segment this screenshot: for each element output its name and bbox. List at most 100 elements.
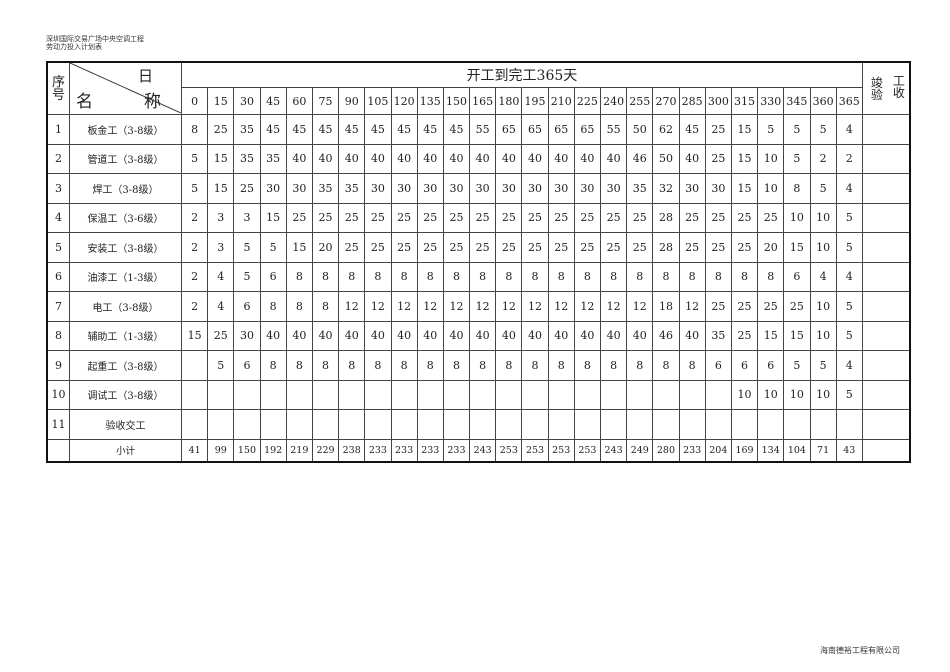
headcount-cell: 40 xyxy=(390,143,418,174)
headcount-cell: 10 xyxy=(730,379,759,410)
headcount-cell: 6 xyxy=(233,291,261,322)
headcount-cell: 30 xyxy=(442,173,471,204)
headcount-cell: 2 xyxy=(180,202,209,233)
headcount-cell: 8 xyxy=(259,350,287,381)
headcount-cell xyxy=(416,409,444,440)
headcount-cell: 10 xyxy=(757,143,785,174)
span-title: 开工到完工365天 xyxy=(181,61,863,88)
headcount-cell xyxy=(704,409,732,440)
headcount-cell: 8 xyxy=(338,350,366,381)
headcount-cell: 6 xyxy=(757,350,785,381)
headcount-cell: 10 xyxy=(809,320,837,351)
row-seq: 3 xyxy=(46,173,70,204)
headcount-cell: 50 xyxy=(652,143,680,174)
headcount-cell: 25 xyxy=(207,320,235,351)
headcount-cell: 25 xyxy=(599,202,628,233)
subtotal-cell: 192 xyxy=(259,438,287,462)
day-header: 150 xyxy=(442,87,471,115)
headcount-cell: 45 xyxy=(338,114,366,145)
day-header: 330 xyxy=(757,87,785,115)
headcount-cell: 8 xyxy=(442,261,471,292)
headcount-cell: 30 xyxy=(259,173,287,204)
headcount-cell: 25 xyxy=(573,232,602,263)
headcount-cell: 12 xyxy=(390,291,418,322)
headcount-cell: 8 xyxy=(416,350,444,381)
day-header: 75 xyxy=(311,87,340,115)
row-name: 电工（3-8级） xyxy=(69,291,182,322)
day-header: 180 xyxy=(495,87,523,115)
headcount-cell xyxy=(678,409,706,440)
acceptance-cell xyxy=(861,350,911,381)
headcount-cell: 25 xyxy=(704,232,732,263)
headcount-cell: 30 xyxy=(416,173,444,204)
headcount-cell: 40 xyxy=(521,143,549,174)
headcount-cell: 25 xyxy=(704,291,732,322)
headcount-cell: 40 xyxy=(547,320,575,351)
day-header: 300 xyxy=(704,87,732,115)
headcount-cell: 5 xyxy=(809,114,837,145)
row-name: 保温工（3-6级） xyxy=(69,202,182,233)
headcount-cell: 40 xyxy=(390,320,418,351)
headcount-cell: 25 xyxy=(442,232,471,263)
headcount-cell xyxy=(521,409,549,440)
acceptance-cell xyxy=(861,173,911,204)
acceptance-cell xyxy=(861,291,911,322)
headcount-cell xyxy=(469,409,497,440)
headcount-cell: 40 xyxy=(442,143,471,174)
headcount-cell: 10 xyxy=(757,173,785,204)
day-header: 165 xyxy=(469,87,497,115)
headcount-cell: 25 xyxy=(599,232,628,263)
headcount-cell: 25 xyxy=(730,291,759,322)
headcount-cell: 30 xyxy=(704,173,732,204)
headcount-cell: 40 xyxy=(259,320,287,351)
subtotal-cell: 243 xyxy=(469,438,497,462)
headcount-cell: 8 xyxy=(259,291,287,322)
table-row: 1 板金工（3-8级） 8 25 35 45 45 45 45 45 45 45 45 55 65 65 65 6… xyxy=(46,114,911,145)
headcount-cell: 8 xyxy=(783,173,811,204)
headcount-cell: 30 xyxy=(547,173,575,204)
acceptance-cell xyxy=(861,114,911,145)
headcount-cell: 10 xyxy=(757,379,785,410)
headcount-cell: 25 xyxy=(678,202,706,233)
headcount-cell xyxy=(180,409,209,440)
headcount-cell: 30 xyxy=(364,173,392,204)
headcount-cell xyxy=(442,409,471,440)
headcount-cell: 35 xyxy=(259,143,287,174)
headcount-cell: 25 xyxy=(469,202,497,233)
headcount-cell: 8 xyxy=(495,350,523,381)
headcount-cell xyxy=(364,409,392,440)
headcount-cell xyxy=(390,379,418,410)
row-seq: 7 xyxy=(46,291,70,322)
headcount-cell: 5 xyxy=(783,114,811,145)
headcount-cell: 45 xyxy=(390,114,418,145)
headcount-cell: 25 xyxy=(338,202,366,233)
diagonal-line xyxy=(70,63,181,113)
headcount-cell: 8 xyxy=(599,261,628,292)
headcount-cell: 10 xyxy=(783,202,811,233)
acceptance-header-b: 工收 xyxy=(892,74,905,100)
row-seq: 1 xyxy=(46,114,70,145)
headcount-cell: 25 xyxy=(730,232,759,263)
headcount-cell: 55 xyxy=(469,114,497,145)
headcount-cell xyxy=(233,409,261,440)
headcount-cell: 8 xyxy=(285,261,313,292)
headcount-cell xyxy=(416,379,444,410)
headcount-cell: 8 xyxy=(521,350,549,381)
headcount-cell: 65 xyxy=(495,114,523,145)
headcount-cell xyxy=(547,409,575,440)
acceptance-cell xyxy=(861,379,911,410)
day-header: 360 xyxy=(809,87,837,115)
headcount-cell: 6 xyxy=(704,350,732,381)
day-header: 255 xyxy=(626,87,654,115)
day-header: 90 xyxy=(338,87,366,115)
headcount-cell: 35 xyxy=(233,114,261,145)
headcount-cell: 10 xyxy=(783,379,811,410)
headcount-cell xyxy=(285,379,313,410)
headcount-cell: 5 xyxy=(233,232,261,263)
table-row: 8 辅助工（1-3级） 15 25 30 40 40 40 40 40 40 40 40 40 40 40 40… xyxy=(46,320,911,351)
headcount-cell: 8 xyxy=(364,350,392,381)
headcount-cell: 2 xyxy=(180,232,209,263)
headcount-cell: 5 xyxy=(207,350,235,381)
headcount-cell: 55 xyxy=(599,114,628,145)
table-row: 7 电工（3-8级） 2 4 6 8 8 8 12 12 12 12 12 12 12 12 12 12 12 12 1… xyxy=(46,291,911,322)
